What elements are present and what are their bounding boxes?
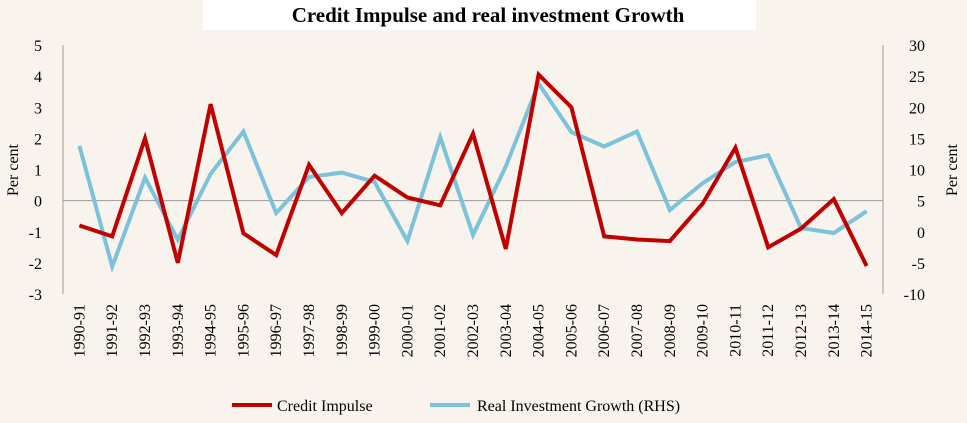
x-tick-label: 2001-02 [432, 304, 449, 357]
left-tick-label: 5 [34, 38, 42, 55]
legend: Credit Impulse Real Investment Growth (RH… [232, 398, 680, 415]
x-tick-label: 2000-01 [399, 304, 416, 357]
legend-label: Credit Impulse [277, 398, 373, 415]
y-axis-title-right: Per cent [944, 143, 961, 196]
right-tick-label: 20 [909, 100, 925, 117]
right-tick-labels: 30 25 20 15 10 5 0 -5 -10 [904, 38, 925, 304]
right-tick-label: 0 [917, 225, 925, 242]
x-tick-labels: 1990-91 1991-92 1992-93 1993-94 1994-95 1995-… [71, 304, 875, 357]
x-tick-label: 2014-15 [859, 304, 876, 357]
x-tick-label: 2005-06 [563, 304, 580, 357]
series-line-credit-impulse [78, 70, 869, 267]
left-tick-label: -2 [29, 256, 42, 273]
chart-title-background [203, 0, 756, 30]
left-tick-label: 4 [34, 69, 42, 86]
x-tick-label: 1993-94 [170, 304, 187, 357]
right-tick-label: -5 [912, 256, 925, 273]
series-layer [77, 70, 869, 274]
x-tick-label: 2012-13 [793, 304, 810, 357]
x-tick-label: 2007-08 [629, 304, 646, 357]
x-tick-label: 2011-12 [760, 304, 777, 357]
legend-label: Real Investment Growth (RHS) [477, 398, 680, 415]
left-tick-label: 1 [34, 163, 42, 180]
x-tick-label: 1995-96 [235, 304, 252, 357]
x-tick-label: 2009-10 [695, 304, 712, 357]
x-tick-label: 2008-09 [662, 304, 679, 357]
left-tick-label: 3 [34, 100, 42, 117]
x-tick-label: 1996-97 [268, 304, 285, 357]
x-tick-label: 1997-98 [301, 304, 318, 357]
left-tick-label: 0 [34, 194, 42, 211]
x-tick-label: 2002-03 [465, 304, 482, 357]
x-tick-label: 2010-11 [727, 304, 744, 357]
series-line-real-investment-growth [77, 79, 868, 274]
x-tick-label: 1998-99 [334, 304, 351, 357]
right-tick-label: 30 [909, 38, 925, 55]
left-tick-labels: 5 4 3 2 1 0 -1 -2 -3 [29, 38, 42, 304]
left-tick-label: -3 [29, 287, 42, 304]
right-tick-label: 15 [909, 131, 925, 148]
x-tick-label: 1999-00 [367, 304, 384, 357]
x-tick-label: 2006-07 [596, 304, 613, 357]
x-tick-label: 1991-92 [104, 304, 121, 357]
right-tick-label: 5 [917, 194, 925, 211]
right-tick-label: 25 [909, 69, 925, 86]
y-axis-title-left: Per cent [5, 143, 22, 196]
left-tick-label: -1 [29, 225, 42, 242]
right-tick-label: -10 [904, 287, 925, 304]
x-tick-label: 1994-95 [203, 304, 220, 357]
chart-title: Credit Impulse and real investment Growt… [292, 3, 685, 27]
x-tick-label: 2003-04 [498, 304, 515, 357]
x-tick-label: 2013-14 [826, 304, 843, 357]
right-tick-label: 10 [909, 163, 925, 180]
x-tick-label: 1990-91 [71, 304, 88, 357]
x-tick-label: 1992-93 [137, 304, 154, 357]
x-tick-label: 2004-05 [531, 304, 548, 357]
left-tick-label: 2 [34, 131, 42, 148]
